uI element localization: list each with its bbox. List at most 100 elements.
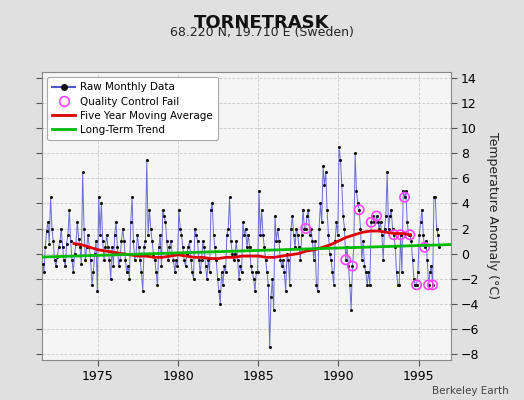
Point	[93, 288, 102, 294]
Point	[59, 244, 67, 250]
Point	[332, 219, 341, 226]
Point	[144, 232, 152, 238]
Point	[116, 257, 124, 263]
Point	[414, 269, 422, 276]
Point	[264, 282, 272, 288]
Point	[430, 194, 438, 200]
Point	[303, 213, 311, 219]
Point	[33, 215, 41, 222]
Point	[176, 225, 184, 232]
Point	[292, 225, 301, 232]
Point	[325, 250, 334, 257]
Point	[133, 232, 141, 238]
Point	[435, 244, 443, 250]
Point	[243, 244, 251, 250]
Point	[216, 300, 224, 307]
Point	[275, 238, 283, 244]
Point	[267, 294, 275, 300]
Point	[242, 225, 250, 232]
Point	[348, 263, 357, 269]
Point	[366, 282, 374, 288]
Point	[298, 232, 306, 238]
Point	[363, 282, 372, 288]
Point	[221, 269, 230, 276]
Point	[101, 244, 110, 250]
Point	[330, 282, 338, 288]
Point	[361, 263, 369, 269]
Point	[280, 269, 289, 276]
Point	[237, 269, 246, 276]
Point	[205, 269, 214, 276]
Point	[348, 263, 357, 269]
Point	[398, 269, 406, 276]
Point	[286, 282, 294, 288]
Point	[199, 238, 207, 244]
Point	[355, 206, 363, 213]
Point	[316, 200, 324, 207]
Point	[260, 244, 268, 250]
Point	[49, 238, 58, 244]
Point	[200, 244, 209, 250]
Point	[380, 225, 389, 232]
Point	[219, 282, 227, 288]
Point	[217, 269, 226, 276]
Point	[351, 150, 359, 156]
Point	[223, 232, 231, 238]
Point	[79, 169, 87, 175]
Point	[180, 257, 188, 263]
Point	[268, 276, 277, 282]
Point	[412, 282, 421, 288]
Point	[109, 263, 117, 269]
Point	[32, 244, 40, 250]
Point	[406, 232, 414, 238]
Point	[37, 253, 46, 259]
Point	[308, 238, 316, 244]
Point	[328, 269, 336, 276]
Point	[339, 213, 347, 219]
Point	[57, 225, 66, 232]
Point	[274, 225, 282, 232]
Point	[423, 257, 431, 263]
Point	[408, 257, 417, 263]
Point	[117, 238, 126, 244]
Point	[74, 235, 83, 242]
Point	[65, 206, 73, 213]
Point	[196, 269, 204, 276]
Point	[251, 288, 259, 294]
Point	[212, 257, 221, 263]
Point	[53, 254, 61, 260]
Point	[201, 263, 210, 269]
Point	[364, 269, 373, 276]
Point	[230, 257, 238, 263]
Point	[420, 244, 429, 250]
Point	[162, 238, 171, 244]
Point	[173, 263, 182, 269]
Point	[35, 232, 43, 238]
Point	[92, 238, 100, 244]
Point	[388, 225, 397, 232]
Point	[313, 288, 322, 294]
Point	[384, 225, 392, 232]
Point	[331, 238, 340, 244]
Point	[211, 244, 219, 250]
Point	[224, 225, 233, 232]
Point	[177, 232, 185, 238]
Point	[399, 188, 408, 194]
Point	[394, 282, 402, 288]
Point	[390, 232, 398, 238]
Point	[100, 257, 108, 263]
Point	[147, 225, 155, 232]
Point	[143, 156, 151, 163]
Point	[396, 232, 405, 238]
Point	[334, 232, 342, 238]
Point	[198, 257, 206, 263]
Point	[376, 219, 385, 226]
Point	[184, 244, 192, 250]
Point	[324, 232, 333, 238]
Point	[381, 213, 390, 219]
Point	[161, 219, 170, 226]
Point	[152, 269, 160, 276]
Point	[300, 225, 309, 232]
Point	[135, 244, 143, 250]
Point	[136, 257, 144, 263]
